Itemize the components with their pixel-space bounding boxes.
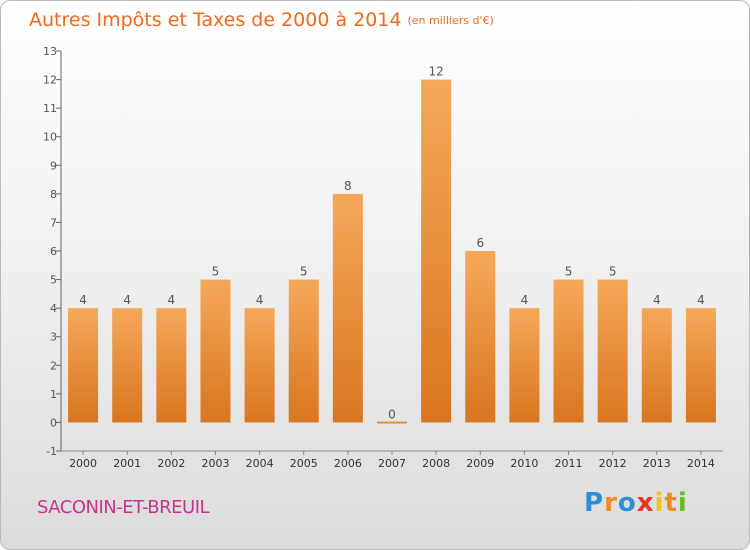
x-tick-label: 2008	[422, 457, 450, 470]
logo-letter: o	[617, 488, 637, 518]
x-tick-label: 2002	[157, 457, 185, 470]
x-tick-label: 2000	[69, 457, 97, 470]
bar-value-label: 0	[388, 407, 396, 421]
chart-title: Autres Impôts et Taxes de 2000 à 2014 (en…	[29, 9, 494, 31]
bar-2001	[112, 308, 143, 423]
bar-value-label: 5	[565, 265, 573, 279]
bar-value-label: 5	[212, 265, 220, 279]
x-tick-label: 2012	[599, 457, 627, 470]
x-tick-label: 2005	[290, 457, 318, 470]
bar-2009	[465, 251, 496, 423]
y-tick-label: 8	[50, 188, 57, 201]
bar-value-label: 6	[476, 236, 484, 250]
logo-letter: P	[584, 488, 605, 518]
logo-letter: i	[677, 488, 688, 518]
x-tick-label: 2001	[113, 457, 141, 470]
bar-value-label: 4	[79, 293, 87, 307]
bar-value-label: 8	[344, 179, 352, 193]
bar-2012	[597, 279, 628, 423]
bar-2011	[553, 279, 584, 423]
bar-2014	[685, 308, 716, 423]
bar-2005	[288, 279, 319, 423]
x-tick-label: 2010	[510, 457, 538, 470]
logo-letter: r	[604, 488, 618, 518]
x-axis-labels: 2000 2001 2002 2003 2004 2005 2006 2007 2008 2009…	[69, 451, 715, 470]
x-tick-label: 2011	[555, 457, 583, 470]
x-tick-label: 2003	[201, 457, 229, 470]
bar-2007	[376, 421, 408, 424]
bar-2000	[68, 308, 99, 423]
y-tick-label: 7	[50, 216, 57, 229]
bar-value-label: 5	[300, 265, 308, 279]
x-tick-label: 2004	[246, 457, 274, 470]
bar-value-label: 4	[697, 293, 705, 307]
x-tick-label: 2006	[334, 457, 362, 470]
bars: 4 4 4 5 4 5 8 0 12 6 4 5 5 4 4	[68, 65, 716, 424]
y-tick-label: 9	[50, 159, 57, 172]
chart-title-text: Autres Impôts et Taxes de 2000 à 2014	[29, 9, 402, 31]
bar-2006	[332, 193, 363, 423]
bar-2002	[156, 308, 187, 423]
x-tick-label: 2013	[643, 457, 671, 470]
logo-letter: t	[664, 488, 678, 518]
y-tick-label: 11	[43, 102, 57, 115]
y-tick-label: 5	[50, 274, 57, 287]
x-tick-label: 2014	[687, 457, 715, 470]
y-tick-label: 4	[50, 302, 57, 315]
proxiti-logo: Proxiti	[584, 488, 688, 518]
y-tick-label: 0	[50, 416, 57, 429]
bar-2003	[200, 279, 231, 423]
bar-value-label: 5	[609, 265, 617, 279]
y-tick-label: 1	[50, 388, 57, 401]
chart-subtitle: (en milliers d'€)	[407, 14, 494, 27]
bar-value-label: 4	[168, 293, 176, 307]
bar-value-label: 12	[428, 65, 443, 79]
bar-2010	[509, 308, 540, 423]
y-tick-label: 3	[50, 331, 57, 344]
bar-2004	[244, 308, 275, 423]
bar-value-label: 4	[123, 293, 131, 307]
bar-value-label: 4	[521, 293, 529, 307]
y-tick-label: 2	[50, 359, 57, 372]
y-tick-label: 12	[43, 74, 57, 87]
logo-letter: i	[654, 488, 665, 518]
place-name: SACONIN-ET-BREUIL	[37, 497, 210, 518]
bar-2008	[421, 79, 452, 423]
logo-letter: x	[636, 488, 655, 518]
y-tick-label: 13	[43, 45, 57, 58]
x-tick-label: 2009	[466, 457, 494, 470]
y-tick-label: 10	[43, 131, 57, 144]
y-tick-label: 6	[50, 245, 57, 258]
bar-value-label: 4	[256, 293, 264, 307]
bar-value-label: 4	[653, 293, 661, 307]
y-tick-label: -1	[46, 445, 57, 458]
x-tick-label: 2007	[378, 457, 406, 470]
bar-2013	[641, 308, 672, 423]
